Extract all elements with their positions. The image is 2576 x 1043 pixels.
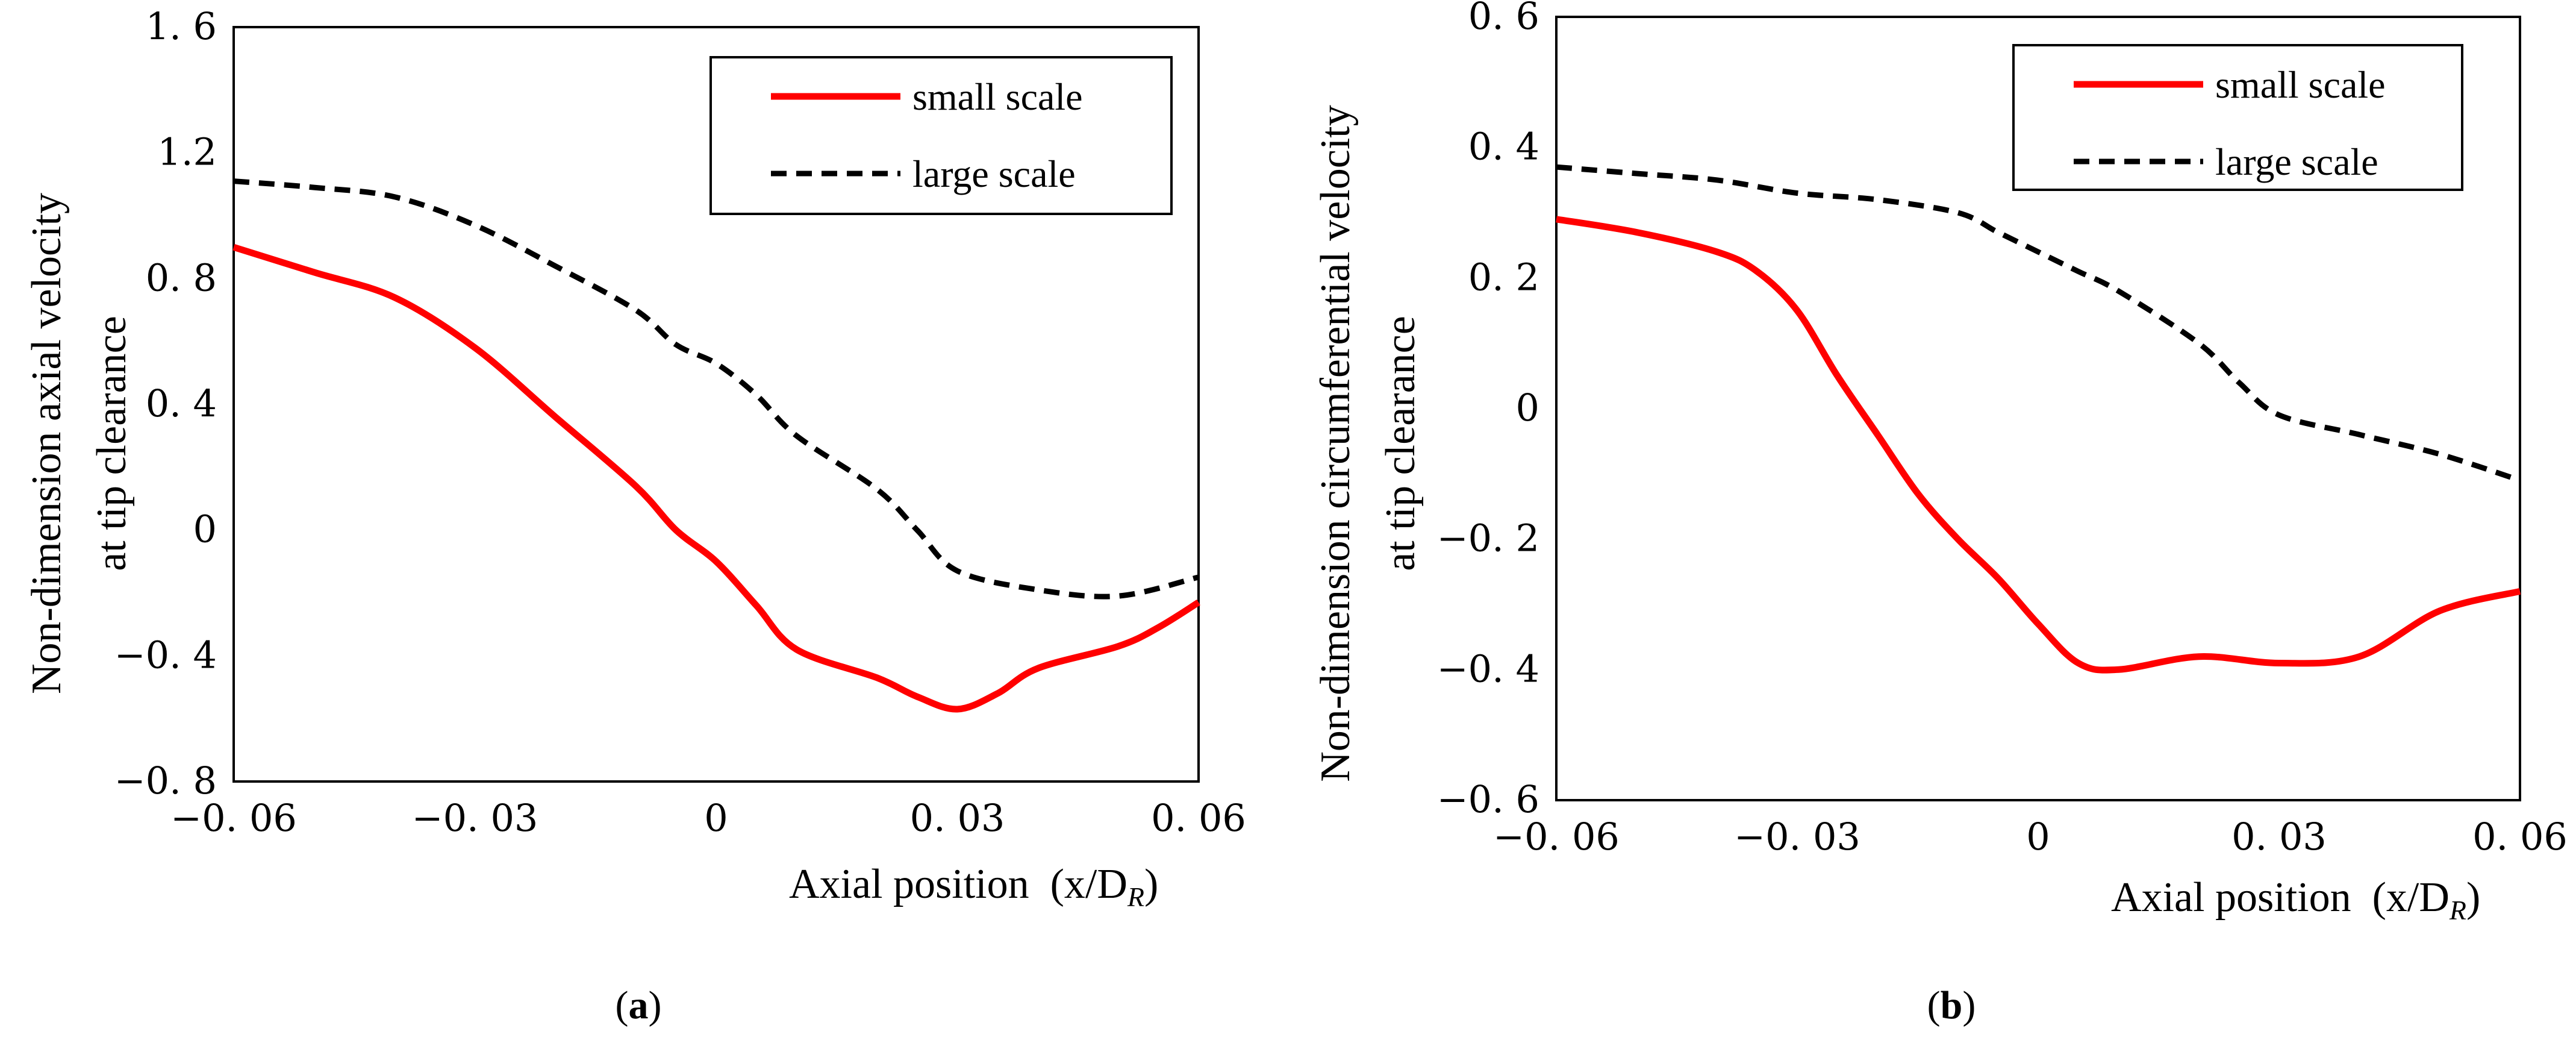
series-line-small-scale	[1556, 216, 2521, 674]
y-tick-label: 0	[1516, 386, 1539, 430]
y-tick-label: 0. 2	[1468, 255, 1539, 299]
y-tick-label: −0. 2	[1437, 516, 1539, 560]
legend-label: small scale	[2215, 63, 2386, 106]
x-tick-label: −0. 06	[170, 796, 297, 840]
y-tick-label: 0. 4	[1468, 125, 1539, 169]
series-line-small-scale	[232, 243, 1200, 713]
panel-label: (a)	[616, 983, 662, 1027]
panel-label: (b)	[1927, 983, 1976, 1027]
y-tick-label: 0. 4	[146, 381, 217, 425]
plot-area-frame	[1555, 16, 2521, 801]
x-tick-label: 0	[704, 796, 728, 840]
y-tick-label: −0. 4	[114, 633, 217, 677]
legend-label: large scale	[2215, 140, 2378, 183]
panel-label-close: )	[649, 983, 662, 1027]
x-axis-label-main: Axial position (x/D	[2111, 874, 2450, 921]
x-axis-label-close: )	[2466, 874, 2480, 921]
chart-panel-a: −0. 8 −0. 4 0 0. 4 0. 8 1.2 1. 6 −0. 06 −0. 03 0 0…	[23, 4, 1246, 1027]
y-axis-label: Non-dimension circumferential velocity	[1312, 105, 1359, 782]
plot-area-frame	[232, 26, 1200, 783]
x-tick-label: 0	[2026, 815, 2050, 859]
y-axis-label: at tip clearance	[89, 316, 135, 571]
y-tick-label: 0	[193, 507, 217, 551]
x-tick-label: 0. 03	[2231, 815, 2327, 859]
x-tick-label: 0. 06	[2472, 815, 2568, 859]
chart-panel-b: −0. 6 −0. 4 −0. 2 0 0. 2 0. 4 0. 6 −0. 06 −0. 03…	[1312, 0, 2568, 1027]
legend-box	[709, 56, 1173, 215]
legend-label: small scale	[912, 75, 1083, 118]
y-tick-label: 1. 6	[146, 4, 217, 48]
x-tick-label: −0. 03	[1734, 815, 1860, 859]
x-axis-label-subscript: R	[1127, 882, 1144, 912]
y-axis-label: at tip clearance	[1377, 316, 1424, 571]
series-line-large-scale	[233, 178, 1200, 600]
x-axis-label: Axial position (x/DR)	[789, 861, 1158, 912]
legend-box	[2012, 44, 2463, 191]
y-tick-label: 0. 6	[1468, 0, 1539, 38]
series-line-large-scale	[1556, 164, 2521, 483]
panel-label-letter: a	[629, 983, 649, 1027]
y-tick-label: −0. 4	[1437, 647, 1539, 691]
legend-label: large scale	[912, 152, 1076, 195]
x-axis-label-main: Axial position (x/D	[789, 861, 1127, 907]
panel-label-open: (	[1927, 983, 1941, 1027]
x-axis-label-close: )	[1144, 861, 1158, 907]
panel-label-letter: b	[1941, 983, 1963, 1027]
y-tick-label: 0. 8	[146, 255, 217, 299]
panel-label-close: )	[1962, 983, 1976, 1027]
x-axis-label: Axial position (x/DR)	[2111, 874, 2480, 926]
x-axis-label-subscript: R	[2449, 895, 2466, 926]
x-tick-label: 0. 03	[910, 796, 1005, 840]
x-tick-label: 0. 06	[1151, 796, 1246, 840]
x-tick-label: −0. 06	[1493, 815, 1620, 859]
y-tick-label: −0. 8	[114, 759, 217, 803]
y-tick-label: −0. 6	[1437, 777, 1539, 821]
y-axis-label: Non-dimension axial velocity	[23, 193, 70, 694]
x-tick-label: −0. 03	[412, 796, 538, 840]
panel-label-open: (	[616, 983, 629, 1027]
y-tick-label: 1.2	[157, 130, 217, 174]
